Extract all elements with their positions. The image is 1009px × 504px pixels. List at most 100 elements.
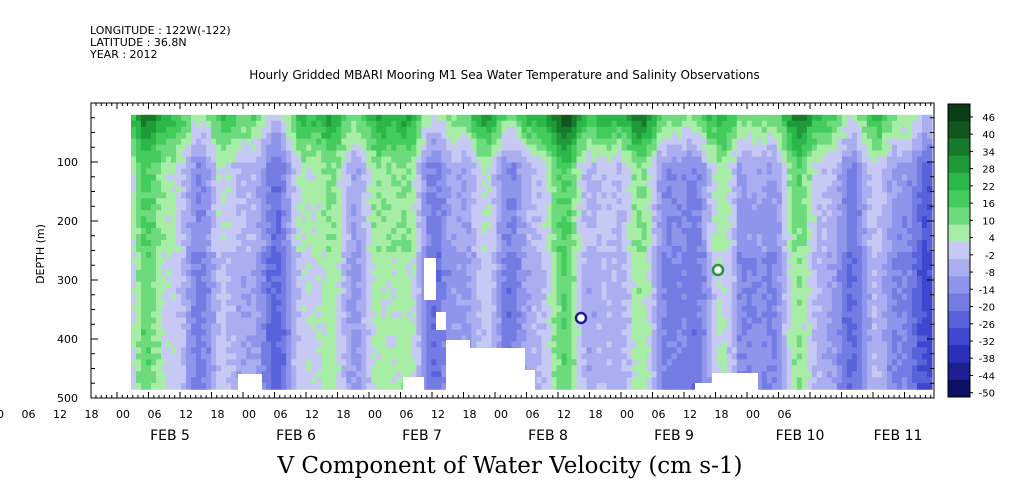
field-cell	[231, 287, 237, 295]
field-cell	[286, 383, 292, 390]
field-cell	[636, 317, 643, 325]
field-cell	[386, 287, 392, 295]
field-cell	[141, 180, 147, 187]
field-cell	[456, 305, 463, 313]
field-cell	[146, 263, 152, 271]
field-cell	[546, 186, 553, 193]
field-cell	[231, 126, 237, 134]
field-cell	[356, 150, 362, 158]
field-cell	[561, 269, 568, 277]
field-cell	[261, 204, 267, 211]
field-cell	[471, 311, 478, 319]
field-cell	[621, 180, 628, 187]
field-cell	[441, 192, 447, 199]
field-cell	[576, 275, 583, 283]
field-cell	[406, 359, 412, 366]
field-cell	[371, 251, 377, 259]
field-cell	[346, 353, 352, 360]
field-cell	[611, 335, 618, 343]
field-cell	[666, 228, 673, 235]
field-cell	[581, 180, 588, 187]
field-cell	[551, 365, 558, 372]
field-cell	[181, 156, 187, 164]
field-cell	[396, 120, 402, 128]
field-cell	[316, 156, 322, 164]
field-cell	[296, 174, 302, 181]
field-cell	[471, 174, 478, 181]
field-cell	[456, 168, 463, 176]
field-cell	[556, 222, 563, 229]
field-cell	[171, 192, 177, 199]
field-cell	[281, 359, 287, 366]
field-cell	[466, 162, 473, 170]
field-cell	[416, 311, 422, 319]
field-cell	[251, 120, 257, 128]
field-cell	[286, 120, 292, 128]
field-cell	[346, 317, 352, 325]
field-cell	[626, 210, 633, 217]
field-cell	[506, 174, 513, 181]
field-cell	[636, 216, 643, 223]
field-cell	[626, 126, 633, 134]
field-cell	[501, 299, 508, 307]
field-cell	[446, 305, 452, 313]
field-cell	[576, 287, 583, 295]
field-cell	[136, 311, 142, 319]
field-cell	[386, 359, 392, 366]
field-cell	[206, 162, 212, 170]
field-cell	[351, 275, 357, 283]
field-cell	[286, 228, 292, 235]
field-cell	[536, 210, 543, 217]
field-cell	[446, 198, 452, 205]
field-cell	[381, 251, 387, 259]
field-cell	[576, 186, 583, 193]
field-cell	[616, 186, 623, 193]
field-cell	[291, 222, 297, 229]
field-cell	[376, 323, 382, 331]
field-cell	[406, 317, 412, 325]
field-cell	[481, 228, 488, 235]
field-cell	[546, 305, 553, 313]
field-cell	[371, 210, 377, 217]
field-cell	[136, 335, 142, 343]
field-cell	[406, 257, 412, 265]
field-cell	[151, 335, 157, 343]
field-cell	[151, 132, 157, 140]
field-cell	[651, 251, 658, 259]
field-cell	[346, 287, 352, 295]
field-cell	[421, 377, 427, 384]
field-cell	[516, 305, 523, 313]
field-cell	[511, 305, 518, 313]
field-cell	[656, 293, 663, 301]
field-cell	[431, 210, 437, 217]
field-cell	[596, 240, 603, 247]
field-cell	[641, 383, 648, 390]
field-cell	[431, 192, 437, 199]
field-cell	[366, 210, 372, 217]
field-cell	[661, 359, 668, 366]
field-cell	[311, 359, 317, 366]
field-cell	[191, 317, 197, 325]
field-cell	[586, 299, 593, 307]
field-cell	[351, 126, 357, 134]
field-cell	[321, 347, 327, 354]
field-cell	[616, 156, 623, 164]
field-cell	[601, 383, 608, 390]
field-cell	[151, 275, 157, 283]
field-cell	[456, 317, 463, 325]
field-cell	[431, 186, 437, 193]
field-cell	[601, 359, 608, 366]
field-cell	[476, 150, 483, 158]
field-cell	[166, 269, 172, 277]
field-cell	[391, 365, 397, 372]
field-cell	[286, 180, 292, 187]
field-cell	[546, 269, 553, 277]
field-cell	[466, 186, 473, 193]
field-cell	[586, 186, 593, 193]
field-cell	[636, 341, 643, 348]
field-cell	[241, 257, 247, 265]
field-cell	[276, 263, 282, 271]
field-cell	[606, 275, 613, 283]
field-cell	[366, 341, 372, 348]
field-cell	[246, 186, 252, 193]
